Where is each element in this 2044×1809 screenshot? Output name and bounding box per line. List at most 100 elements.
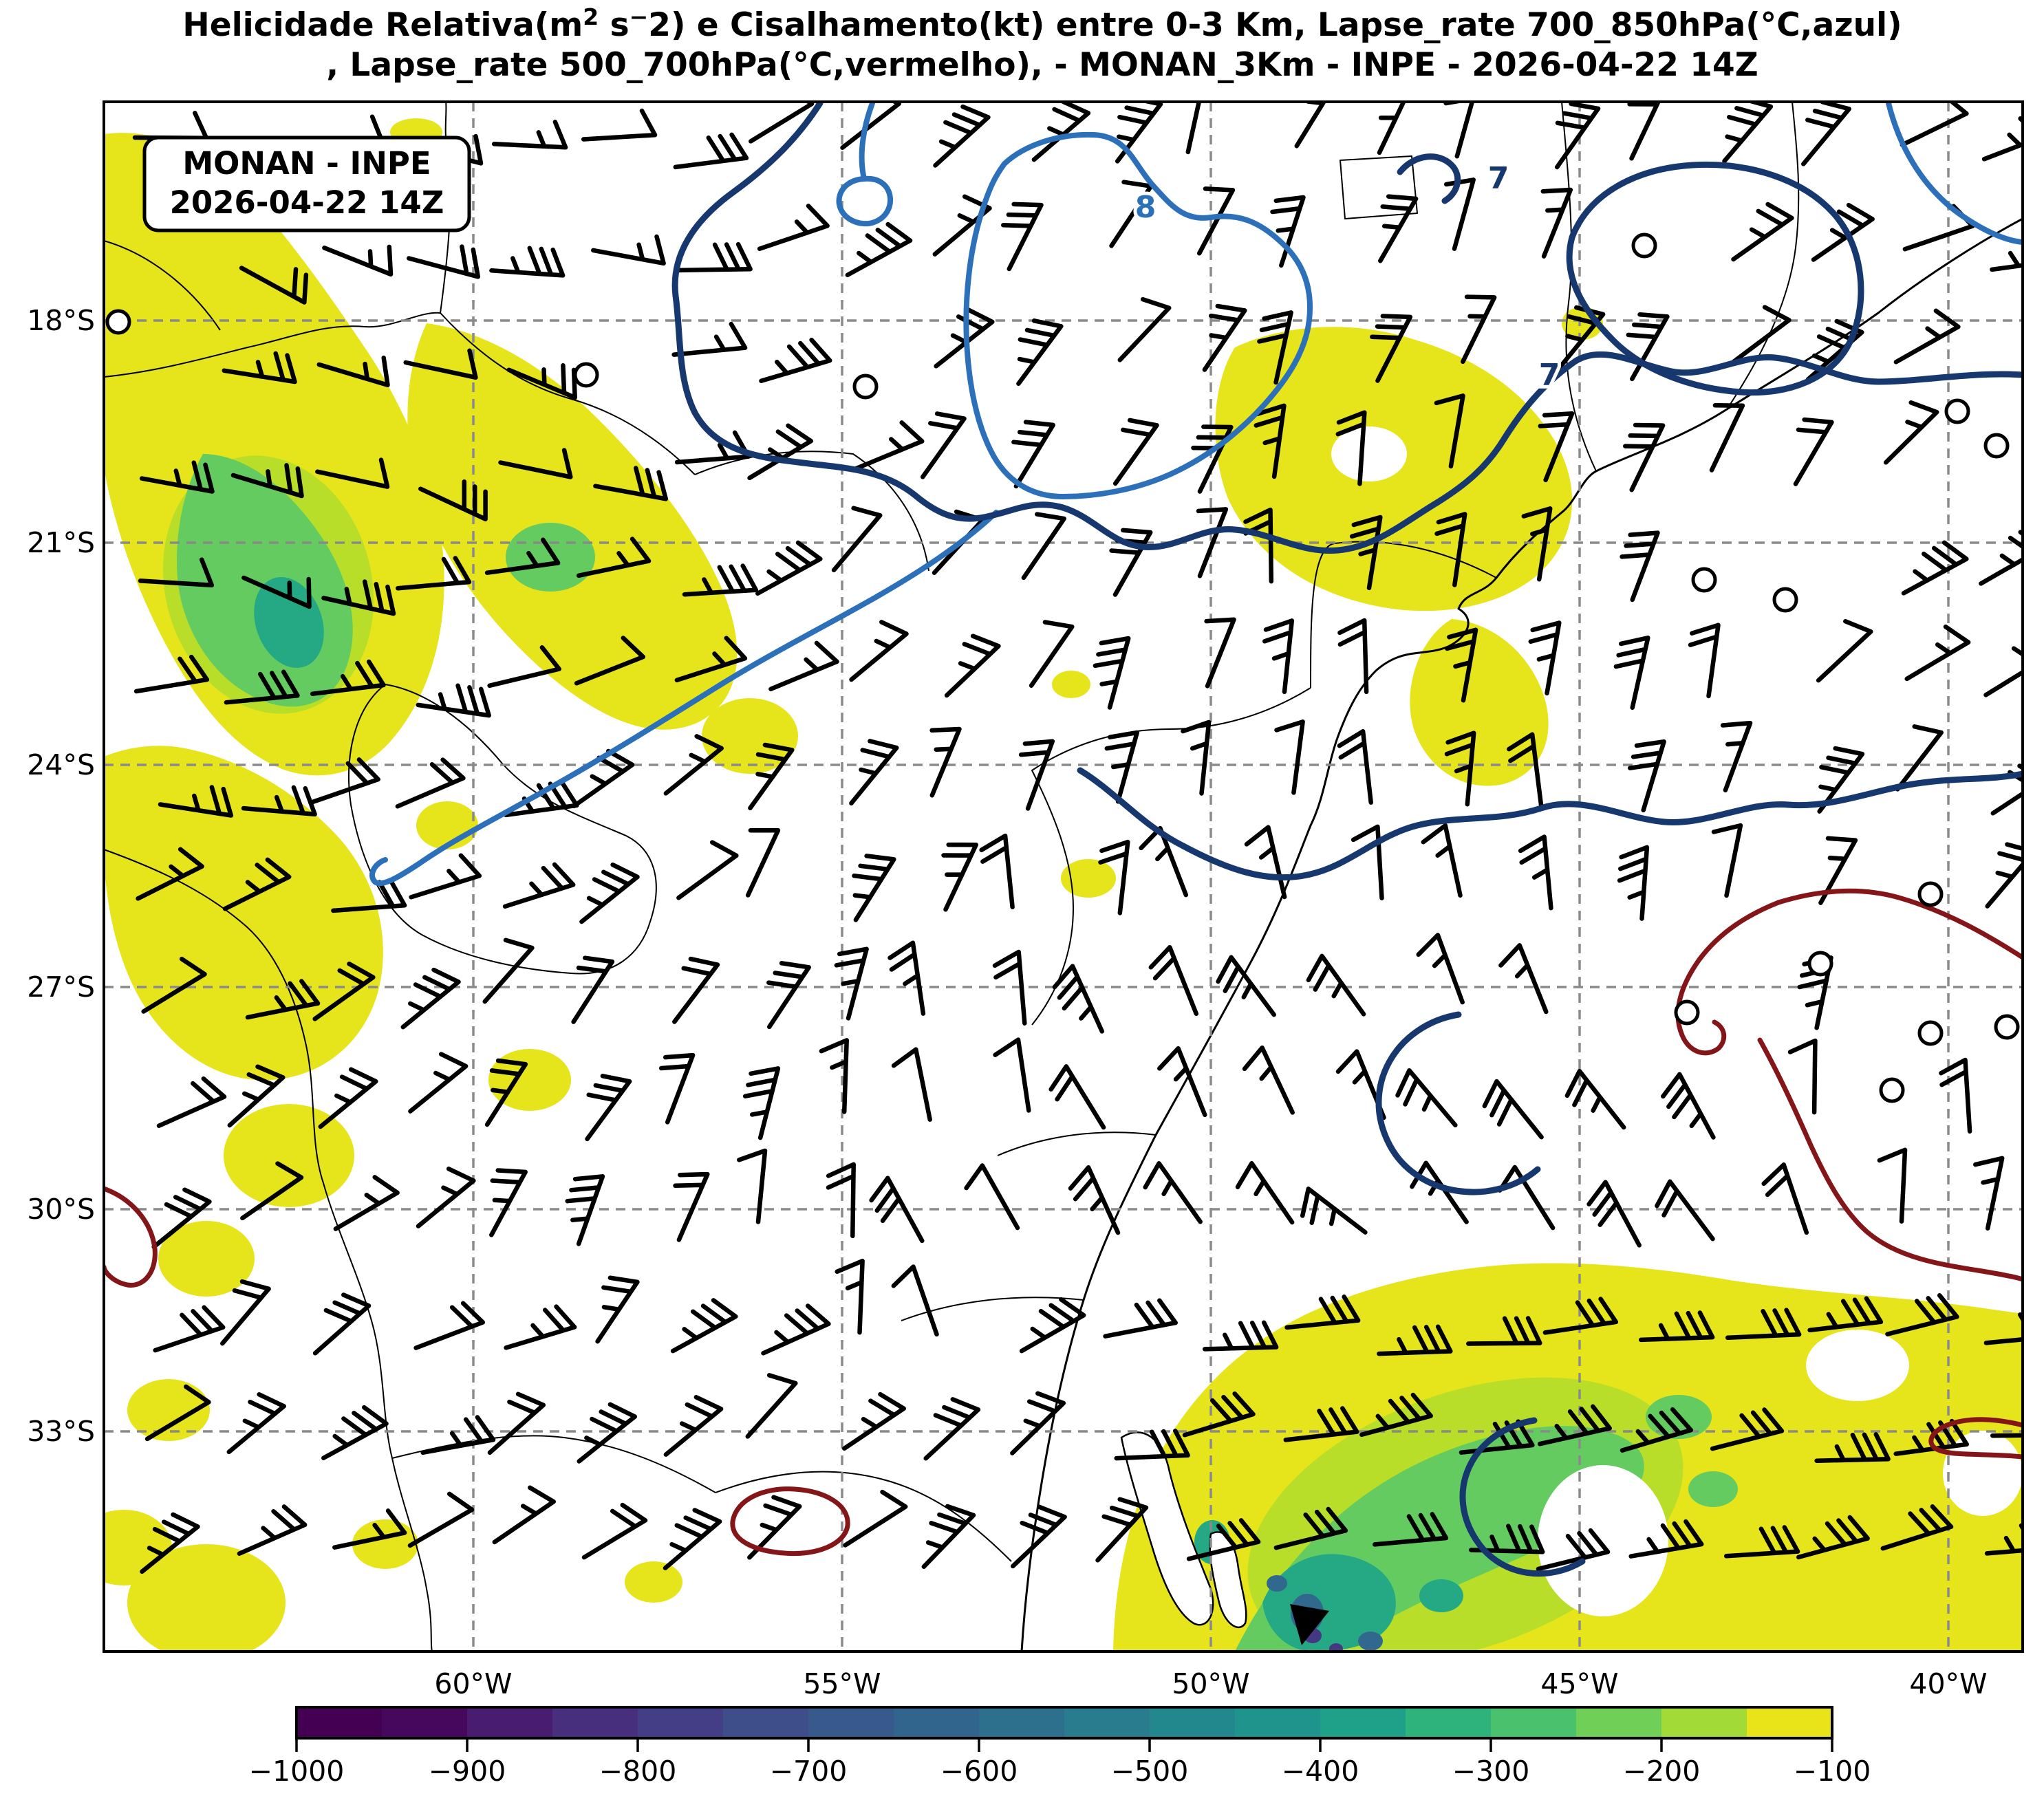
wind-barb [1117,98,1161,161]
wind-barb [679,244,751,270]
wind-barb [851,741,896,803]
lapse-700-850-navy [1400,157,1458,201]
wind-barb [944,845,976,909]
wind-barb [1796,420,1831,484]
colorbar-segment [1406,1707,1492,1738]
wind-barb [1398,1070,1456,1125]
wind-barb [485,940,532,1001]
wind-barb [1340,731,1371,802]
wind-barb [1174,82,1203,152]
wind-barb [324,247,391,274]
wind-barb [1625,425,1663,490]
wind-barb [739,1151,765,1222]
wind-barb [410,1494,472,1546]
wind-barb [982,836,1013,907]
wind-barb [674,324,746,354]
model-inset-box: MONAN - INPE 2026-04-22 14Z [144,138,469,230]
lon-tick-label: 60°W [434,1667,512,1700]
wind-barb [574,958,612,1022]
wind-barb [1151,947,1196,1014]
wind-barb [1115,420,1157,484]
colorbar-segment [1491,1707,1577,1738]
helicity-hole [1806,1330,1909,1401]
wind-barb [924,1506,973,1567]
wind-barb [505,865,573,907]
contour-label: 7 [1539,358,1560,393]
colorbar-segment [808,1707,894,1738]
helicity-yellow-spot [416,801,478,849]
wind-barb [1018,321,1061,384]
wind-barb [229,1394,284,1452]
wind-barb [495,1488,554,1542]
wind-barb [932,729,960,795]
wind-barb [894,1267,937,1334]
wind-barb [1238,1163,1292,1222]
colorbar-segment [1576,1707,1662,1738]
wind-barb [494,122,566,147]
contour-label: 8 [1135,190,1157,225]
wind-barb [579,1405,635,1462]
wind-barb [1446,180,1474,248]
wind-barb [1277,722,1303,792]
lapse-500-700-red [733,1489,848,1554]
wind-barb [1051,1066,1104,1127]
wind-barb [748,830,778,895]
colorbar-segment [1320,1707,1406,1738]
colorbar-segment [1150,1707,1236,1738]
colorbar-tick-label: −400 [1282,1755,1359,1788]
helicity-yellow-spot [625,1561,682,1603]
calm-wind-circle [1946,400,1968,422]
wind-barb [323,1407,386,1458]
wind-barb [1446,87,1476,156]
wind-barb [1423,825,1461,896]
lapse-700-850-navy [1080,770,2023,878]
colorbar-tick-label: −900 [429,1755,506,1788]
wind-barb [764,1306,829,1354]
wind-barb [846,1492,906,1545]
wind-barb [1183,722,1209,794]
wind-barb [1620,847,1647,919]
wind-barb [844,1394,903,1449]
wind-barb [748,1375,796,1436]
wind-barb [852,622,907,680]
colorbar-segment [1747,1707,1833,1738]
colorbar-segment [297,1707,383,1738]
calm-wind-circle [1693,569,1715,591]
wind-barb [1589,1182,1639,1246]
colorbar-tick-label: −1000 [249,1755,345,1788]
wind-barb [321,1070,376,1127]
wind-barb [1723,723,1750,790]
wind-barb [584,1505,645,1557]
wind-barb [1265,620,1292,691]
wind-barb [760,206,828,248]
inset-valid-time: 2026-04-22 14Z [170,184,444,221]
helicity-teal-spot [1419,1579,1463,1612]
calm-wind-circle [1881,1079,1903,1101]
wind-barb [403,970,459,1027]
wind-barb [1273,197,1304,266]
wind-barb [1941,1060,1970,1131]
wind-barb [588,1076,630,1139]
wind-barb [1630,94,1662,158]
wind-barb [1003,204,1041,269]
wind-barb [1013,422,1053,486]
figure-title-line2: , Lapse_rate 500_700hPa(°C,vermelho), - … [326,46,1758,84]
helicity-fill-layer [76,118,2023,1718]
colorbar-segment [1235,1707,1321,1738]
lon-tick-label: 55°W [803,1667,881,1700]
colorbar-tick-label: −100 [1794,1755,1871,1788]
wind-barb [674,959,718,1021]
wind-barb [598,1278,638,1342]
wind-barb [1690,625,1719,696]
wind-barb [1557,104,1598,167]
colorbar-segment [979,1707,1065,1738]
colorbar-segment [894,1707,980,1738]
wind-barb [1106,1301,1176,1336]
wind-barb [581,865,637,922]
colorbar-segment [638,1707,724,1738]
colorbar-tick-label: −500 [1111,1755,1189,1788]
wind-barb [1013,1507,1064,1566]
helicity-hole [1331,426,1407,481]
